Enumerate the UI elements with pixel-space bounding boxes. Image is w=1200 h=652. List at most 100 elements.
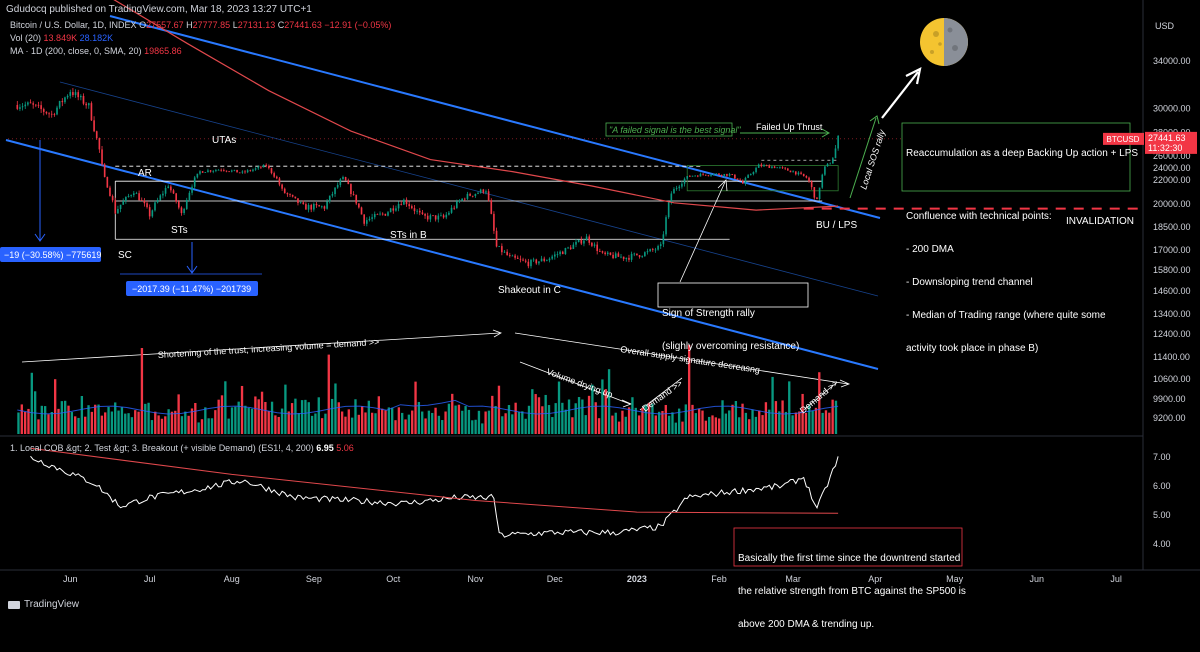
volume-bar-up <box>367 400 370 434</box>
candle-up <box>747 175 749 178</box>
candle-down <box>106 176 109 188</box>
candle-up <box>644 252 646 257</box>
candle-up <box>66 95 69 98</box>
volume-bar-up <box>667 415 671 434</box>
relative-strength-box <box>733 527 963 567</box>
candle-up <box>456 201 458 208</box>
volume-bar-down <box>360 406 364 434</box>
failed-upthrust-label: Failed Up Thrust <box>756 122 823 132</box>
candle-down <box>442 215 445 218</box>
candle-up <box>675 188 678 190</box>
volume-bar-up <box>677 408 681 434</box>
candle-down <box>434 215 437 220</box>
candle-up <box>191 186 193 193</box>
volume-ma-line <box>17 399 839 415</box>
volume-bar-down <box>240 385 244 434</box>
price-legend: Bitcoin / U.S. Dollar, 1D, INDEX O27557.… <box>10 20 391 30</box>
candle-down <box>789 170 792 173</box>
volume-bar-down <box>170 411 174 434</box>
ma-legend: MA · 1D (200, close, 0, SMA, 20) 19865.8… <box>10 46 182 56</box>
volume-bar-up <box>738 417 741 434</box>
volume-bar-down <box>54 379 57 434</box>
volume-bar-down <box>451 393 454 434</box>
volume-bar-down <box>84 416 87 434</box>
volume-bar-up <box>97 404 100 434</box>
candle-up <box>553 254 556 257</box>
candle-up <box>257 166 260 169</box>
volume-bar-up <box>180 416 184 434</box>
candle-up <box>556 254 559 255</box>
demand-2-arrow <box>799 382 837 414</box>
volume-bar-down <box>697 408 701 434</box>
moon-arrow-head <box>905 67 922 85</box>
candle-down <box>543 258 546 261</box>
candle-up <box>511 255 514 257</box>
volume-bar-up <box>324 413 327 434</box>
candle-down <box>805 176 808 178</box>
volume-bar-up <box>511 414 514 434</box>
candle-down <box>37 104 40 106</box>
volume-bar-up <box>43 406 47 434</box>
reacc-bullet-4: activity took place in phase B) <box>906 343 1039 354</box>
volume-bar-down <box>157 415 160 434</box>
candle-down <box>148 207 151 217</box>
volume-bar-up <box>547 405 551 434</box>
candle-up <box>56 107 58 115</box>
close-label: C <box>277 20 285 30</box>
chart-svg[interactable]: Jun Jul Aug Sep Oct Nov Dec 2023 Feb Mar Apr May Jun… <box>0 0 1200 614</box>
measure-1-arrow <box>34 233 46 242</box>
volume-bar-down <box>731 404 734 434</box>
symbol-name: Bitcoin / U.S. Dollar, 1D, INDEX <box>10 20 137 30</box>
candle-down <box>760 164 763 167</box>
candle-down <box>358 203 360 208</box>
volume-bar-down <box>397 407 401 434</box>
candle-up <box>572 244 575 250</box>
candle-down <box>143 200 146 204</box>
failed-upthrust-arrow-head <box>821 128 831 138</box>
candle-up <box>135 193 138 195</box>
volume-bar-up <box>684 404 687 434</box>
volume-bar-down <box>217 399 220 434</box>
x-tick-label: Jul <box>1110 574 1122 584</box>
volume-bar-up <box>811 410 814 434</box>
volume-bar-up <box>531 389 534 434</box>
candle-up <box>365 220 368 224</box>
volume-bar-up <box>144 403 147 434</box>
candle-up <box>429 215 432 220</box>
y-tick-label: 12400.00 <box>1153 329 1191 339</box>
volume-bar-down <box>597 418 601 434</box>
volume-bar-down <box>764 402 768 434</box>
candle-down <box>689 176 691 177</box>
volume-bar-down <box>457 404 461 434</box>
last-price-value: 27441.63 <box>1148 133 1186 143</box>
candle-down <box>816 197 818 200</box>
volume-bar-down <box>57 408 60 434</box>
volume-bar-down <box>23 411 27 434</box>
volume-bar-up <box>77 417 80 434</box>
volume-bar-down <box>27 408 30 434</box>
rs-line-2: the relative strength from BTC against t… <box>738 586 966 597</box>
volume-bar-up <box>120 407 124 434</box>
volume-bar-down <box>344 416 347 434</box>
candle-down <box>469 193 471 196</box>
volume-bar-up <box>127 413 130 434</box>
candle-up <box>27 102 29 105</box>
x-tick-label: 2023 <box>627 574 647 584</box>
vol-label: Vol (20) <box>10 33 42 43</box>
candle-down <box>384 213 387 216</box>
volume-bar-up <box>427 410 431 434</box>
y-tick-label: 14600.00 <box>1153 286 1191 296</box>
volume-bar-down <box>828 412 831 434</box>
candle-up <box>577 239 580 242</box>
candle-down <box>180 207 183 214</box>
volume-bar-up <box>724 413 728 434</box>
footer-brand[interactable]: TradingView <box>8 599 79 610</box>
last-price-tag <box>1145 131 1197 154</box>
candle-down <box>453 207 456 209</box>
candle-up <box>548 258 551 261</box>
volume-bar-down <box>424 418 427 434</box>
x-tick-label: Apr <box>868 574 882 584</box>
volume-bar-up <box>521 411 524 434</box>
channel-lower-line <box>5 139 879 370</box>
volume-bar-up <box>60 401 64 434</box>
